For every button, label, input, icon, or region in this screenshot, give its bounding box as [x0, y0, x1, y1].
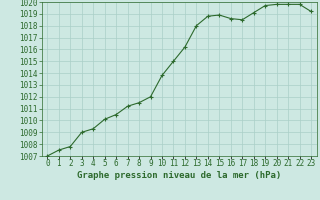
X-axis label: Graphe pression niveau de la mer (hPa): Graphe pression niveau de la mer (hPa): [77, 171, 281, 180]
